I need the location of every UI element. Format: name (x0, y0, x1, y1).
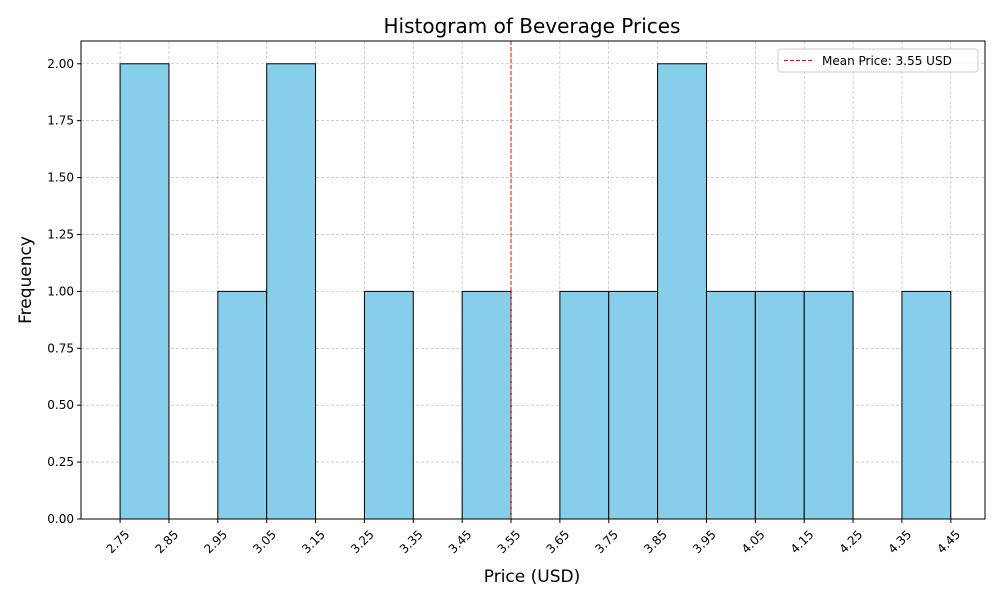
y-tick-label: 1.50 (47, 171, 74, 185)
y-axis-ticks: 0.00 0.25 0.50 0.75 1.00 1.25 1.50 1.75 2.00 (47, 57, 81, 526)
histogram-bar (119, 63, 170, 520)
y-tick-label: 1.25 (47, 227, 74, 241)
legend-box (777, 48, 979, 73)
y-tick-label: 1.00 (47, 284, 74, 298)
histogram-bar (217, 290, 268, 520)
histogram-bar (559, 290, 610, 520)
y-axis-label: Frequency (16, 236, 36, 324)
histogram-bar (657, 63, 707, 520)
histogram-bars (119, 63, 952, 520)
legend-mean-label: Mean Price: 3.55 USD (822, 54, 952, 68)
plot-frame (80, 40, 986, 520)
histogram-bar (608, 290, 659, 520)
histogram-bar (363, 290, 414, 520)
legend: Mean Price: 3.55 USD (777, 48, 979, 73)
y-tick-label: 0.75 (47, 341, 74, 355)
histogram-bar (803, 290, 854, 520)
chart-title: Histogram of Beverage Prices (384, 14, 681, 38)
y-tick-label: 0.25 (47, 455, 74, 469)
histogram-bar (754, 290, 805, 520)
y-tick-label: 1.75 (47, 114, 74, 128)
histogram-bar (705, 290, 756, 520)
y-tick-label: 0.00 (47, 512, 74, 526)
histogram-bar (461, 290, 512, 520)
histogram-bar (901, 290, 952, 520)
y-tick-label: 2.00 (47, 57, 74, 71)
histogram-bar (266, 63, 317, 520)
x-axis-label: Price (USD) (484, 567, 580, 587)
y-tick-label: 0.50 (47, 398, 74, 412)
